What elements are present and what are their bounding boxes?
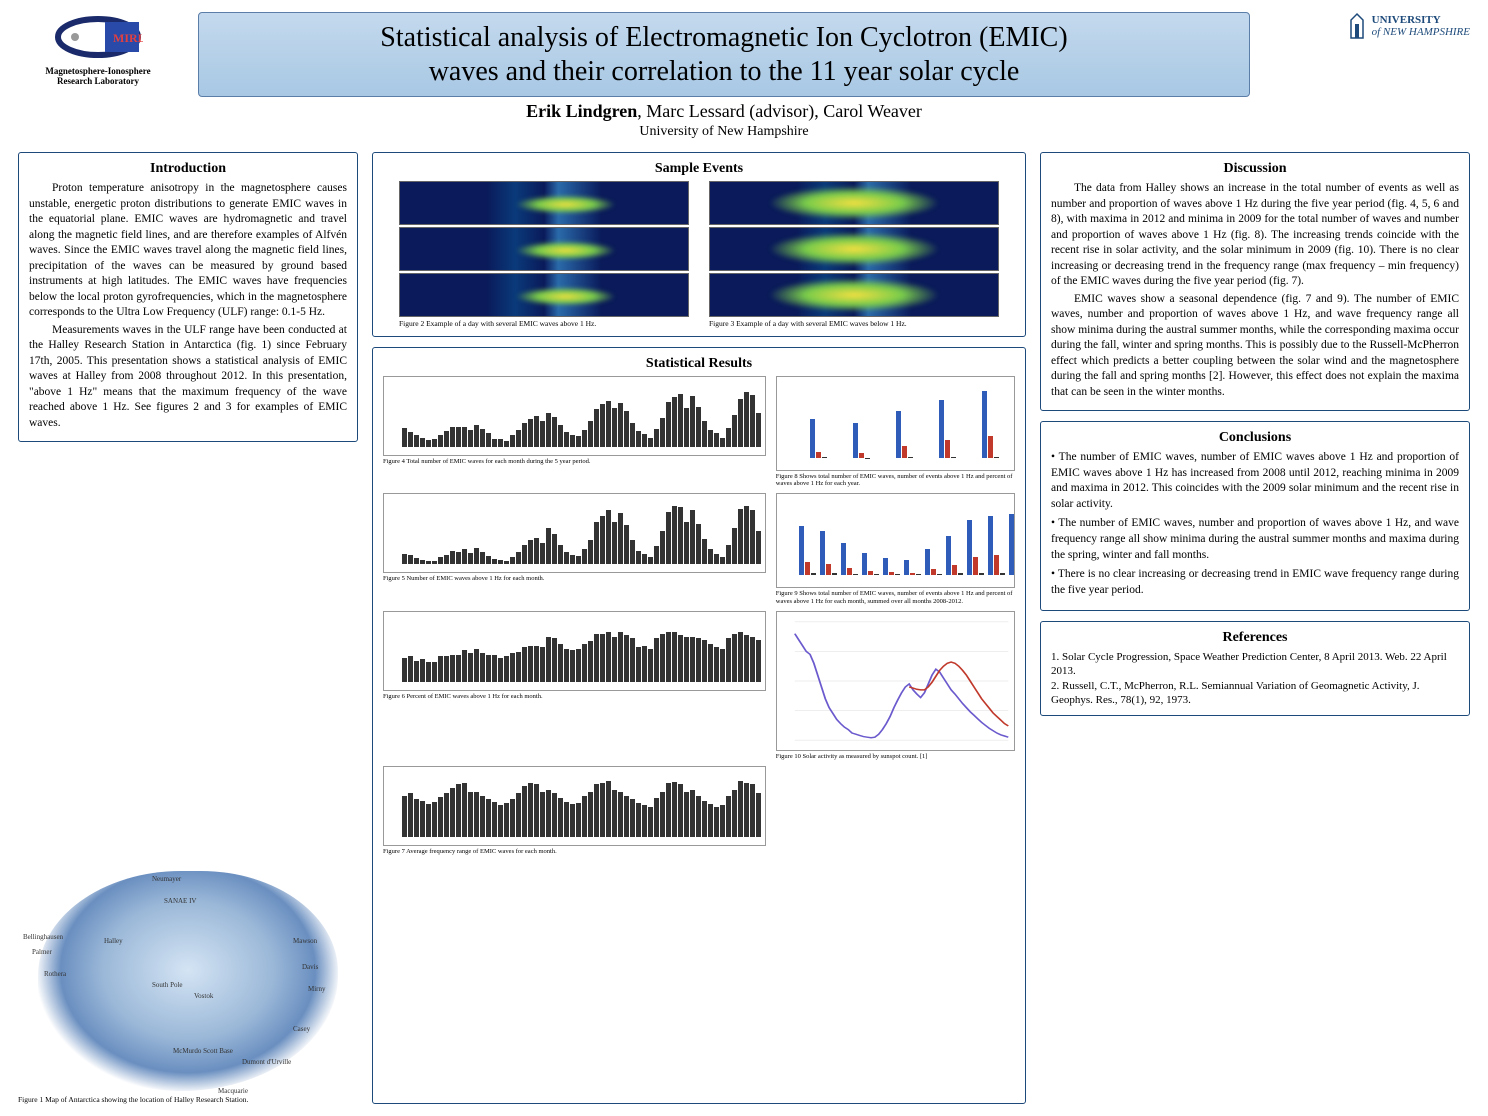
station-label: Davis [302, 963, 318, 971]
station-label: Bellinghausen [23, 933, 63, 941]
fig5: Figure 5 Number of EMIC waves above 1 Hz… [383, 493, 766, 604]
title-box: Statistical analysis of Electromagnetic … [198, 12, 1250, 97]
station-label: South Pole [152, 981, 183, 989]
station-label: Mawson [293, 937, 317, 945]
fig7: Figure 7 Average frequency range of EMIC… [383, 766, 766, 855]
stats-title: Statistical Results [383, 356, 1015, 372]
author-main: Erik Lindgren [526, 101, 637, 121]
fig8: Figure 8 Shows total number of EMIC wave… [776, 376, 1015, 487]
reference-item: 2. Russell, C.T., McPherron, R.L. Semian… [1051, 679, 1459, 708]
fig6-caption: Figure 6 Percent of EMIC waves above 1 H… [383, 693, 766, 700]
references-list: 1. Solar Cycle Progression, Space Weathe… [1051, 650, 1459, 707]
conclusion-item: • The number of EMIC waves, number of EM… [1051, 450, 1459, 512]
fig3-caption: Figure 3 Example of a day with several E… [709, 319, 999, 328]
station-label: Vostok [194, 992, 213, 1000]
fig5-caption: Figure 5 Number of EMIC waves above 1 Hz… [383, 575, 766, 582]
station-label: Casey [293, 1025, 310, 1033]
fig9-caption: Figure 9 Shows total number of EMIC wave… [776, 590, 1015, 604]
station-label: Halley [104, 937, 123, 945]
fig3-stack: Figure 3 Example of a day with several E… [709, 181, 999, 328]
unh-line1: UNIVERSITY [1372, 14, 1470, 26]
fig10-caption: Figure 10 Solar activity as measured by … [776, 753, 1015, 760]
fig2-stack: Figure 2 Example of a day with several E… [399, 181, 689, 328]
references-title: References [1051, 630, 1459, 646]
station-label: Dumont d'Urville [242, 1058, 291, 1066]
fig10: Figure 10 Solar activity as measured by … [776, 611, 1015, 760]
svg-text:MIRL: MIRL [113, 31, 143, 45]
sample-events-panel: Sample Events Figure 2 Example of a day … [372, 152, 1026, 337]
fig1-caption: Figure 1 Map of Antarctica showing the l… [18, 1095, 358, 1104]
authors-rest: , Marc Lessard (advisor), Carol Weaver [637, 101, 922, 121]
conclusions-panel: Conclusions • The number of EMIC waves, … [1040, 421, 1470, 611]
title-line1: Statistical analysis of Electromagnetic … [380, 22, 1067, 53]
intro-title: Introduction [29, 161, 347, 177]
intro-p2: Measurements waves in the ULF range have… [29, 323, 347, 432]
discussion-title: Discussion [1051, 161, 1459, 177]
conclusion-item: • The number of EMIC waves, number and p… [1051, 516, 1459, 563]
fig6: Figure 6 Percent of EMIC waves above 1 H… [383, 611, 766, 760]
conclusions-list: • The number of EMIC waves, number of EM… [1051, 450, 1459, 598]
station-label: Mirny [308, 985, 326, 993]
station-label: McMurdo Scott Base [173, 1047, 233, 1055]
fig4: Figure 4 Total number of EMIC waves for … [383, 376, 766, 487]
conclusion-item: • There is no clear increasing or decrea… [1051, 567, 1459, 598]
fig4-caption: Figure 4 Total number of EMIC waves for … [383, 458, 766, 465]
stats-panel: Statistical Results Figure 4 Total numbe… [372, 347, 1026, 1104]
station-label: Macquarie [218, 1087, 248, 1095]
sample-title: Sample Events [383, 161, 1015, 177]
title-line2: waves and their correlation to the 11 ye… [429, 56, 1020, 87]
map-figure: Neumayer SANAE IV Halley Bellinghausen Palme… [18, 452, 358, 1104]
references-panel: References 1. Solar Cycle Progression, S… [1040, 621, 1470, 716]
unh-logo: UNIVERSITY of NEW HAMPSHIRE [1270, 12, 1470, 40]
conclusions-title: Conclusions [1051, 430, 1459, 446]
discussion-p2: EMIC waves show a seasonal dependence (f… [1051, 292, 1459, 401]
reference-item: 1. Solar Cycle Progression, Space Weathe… [1051, 650, 1459, 679]
station-label: Palmer [32, 948, 52, 956]
unh-line2: of NEW HAMPSHIRE [1372, 26, 1470, 38]
intro-p1: Proton temperature anisotropy in the mag… [29, 181, 347, 321]
affiliation: University of New Hampshire [198, 124, 1250, 140]
fig8-caption: Figure 8 Shows total number of EMIC wave… [776, 473, 1015, 487]
discussion-p1: The data from Halley shows an increase i… [1051, 181, 1459, 290]
station-label: Rothera [44, 970, 66, 978]
station-label: SANAE IV [164, 897, 196, 905]
authors: Erik Lindgren, Marc Lessard (advisor), C… [198, 101, 1250, 122]
station-label: Neumayer [152, 875, 181, 883]
lab-name-1: Magnetosphere-Ionosphere [45, 66, 150, 76]
lab-name-2: Research Laboratory [57, 76, 139, 86]
intro-panel: Introduction Proton temperature anisotro… [18, 152, 358, 442]
fig9: Figure 9 Shows total number of EMIC wave… [776, 493, 1015, 604]
fig2-caption: Figure 2 Example of a day with several E… [399, 319, 689, 328]
fig7-caption: Figure 7 Average frequency range of EMIC… [383, 848, 766, 855]
discussion-panel: Discussion The data from Halley shows an… [1040, 152, 1470, 411]
lab-logo: MIRL Magnetosphere-Ionosphere Research L… [18, 12, 178, 86]
